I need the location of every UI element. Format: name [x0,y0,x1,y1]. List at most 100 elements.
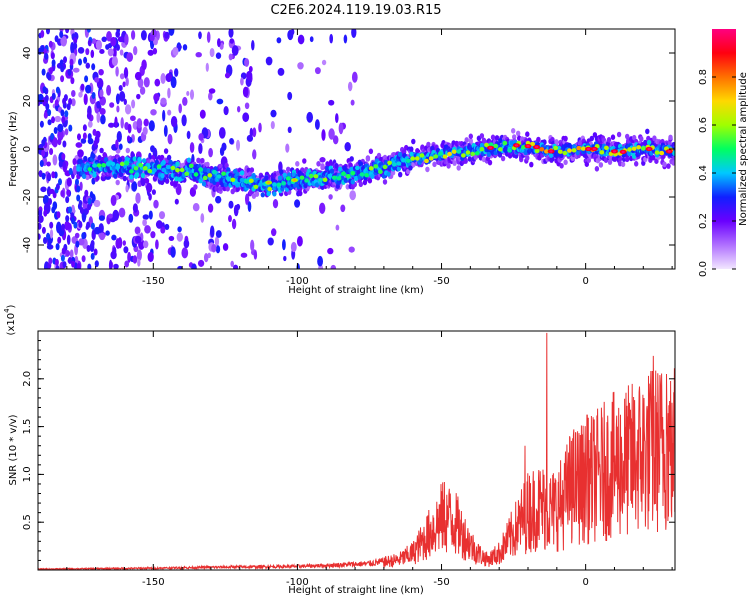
spectrogram-cell-475 [216,98,224,105]
spectrogram-cell-239 [176,232,183,242]
spectrogram-cell-430 [344,141,351,152]
spectrogram-cell-2434 [651,154,656,161]
spectrogram-cell-372 [206,31,211,43]
spectrogram-cell-489 [134,235,142,244]
spectrogram-cell-3659 [659,150,665,156]
snr-y-tick-label-0: 0.5 [22,514,33,530]
spectrogram-cell-453 [228,200,234,209]
spectrogram-cell-2874 [291,172,297,178]
spectrogram-cell-582 [93,248,98,256]
spectrogram-cell-129 [332,135,339,145]
spectrogram-cell-256 [40,186,47,193]
spectrogram-cell-3212 [486,151,491,157]
spectrogram-cell-3592 [350,171,356,176]
spectrogram-cell-208 [158,211,166,220]
spectrogram-cell-3564 [221,171,227,176]
spectrogram-cell-441 [91,38,97,44]
spectrogram-cell-500 [172,46,179,56]
snr-multiplier-exponent: 4 [3,308,11,313]
spectrogram-x-tick-label-3: 0 [582,276,588,287]
snr-x-tick-label-1: -100 [286,577,309,588]
spectrogram-cell-189 [351,71,358,83]
spectrogram-cell-482 [87,120,93,128]
spectrogram-speckle-layer [38,29,675,269]
spectrogram-cell-532 [99,232,106,241]
spectrogram-cell-427 [99,89,104,98]
spectrogram-cell-102 [90,49,95,59]
spectrogram-cell-3655 [640,146,646,151]
spectrogram-cell-2504 [78,159,83,165]
spectrogram-cell-3687 [292,179,297,182]
spectrogram-cell-183 [222,243,229,251]
spectrogram-cell-179 [95,39,103,50]
spectrogram-cell-2509 [81,173,87,179]
spectrogram-cell-385 [141,59,147,71]
spectrogram-cell-269 [348,246,355,253]
spectrogram-cell-519 [163,124,168,137]
spectrogram-cell-666 [80,83,85,91]
spectrogram-cell-643 [47,109,52,117]
spectrogram-cell-1969 [494,135,500,141]
spectrogram-cell-2332 [616,131,622,138]
spectrogram-cell-481 [351,29,357,38]
spectrogram-cell-409 [96,100,101,109]
spectrogram-cell-82 [329,33,334,44]
spectrogram-cell-523 [160,97,167,105]
spectrogram-cell-984 [163,148,169,154]
spectrogram-cell-1256 [254,191,260,197]
spectrogram-cell-3679 [647,147,651,151]
spectrogram-cell-258 [197,259,205,267]
spectrogram-cell-204 [153,199,159,209]
spectrogram-cell-383 [109,102,115,108]
spectrogram-cell-3567 [235,183,240,188]
spectrogram-cell-720 [62,140,67,148]
spectrogram-cell-99 [135,192,141,204]
spectrogram-cell-86 [77,47,85,54]
spectrogram-cell-3636 [553,145,559,151]
spectrogram-cell-419 [116,44,120,51]
spectrogram-cell-518 [327,247,334,255]
spectrogram-cell-550 [148,120,155,132]
spectrogram-cell-2574 [118,171,124,177]
spectrogram-cell-652 [39,160,44,167]
spectrogram-cell-3553 [170,165,176,171]
snr-y-tick-label-2: 1.5 [22,419,33,435]
spectrogram-cell-526 [147,251,154,263]
spectrogram-cell-3560 [202,175,208,181]
spectrogram-cell-439 [111,234,117,241]
spectrogram-cell-353 [149,34,155,42]
spectrogram-cell-2059 [525,131,530,137]
spectrogram-cell-1715 [409,146,414,152]
spectrogram-cell-259 [208,92,213,101]
spectrogram-cell-2547 [103,157,109,163]
spectrogram-cell-3550 [156,164,162,169]
spectrogram-cell-407 [85,62,91,69]
colorbar-tick-label-1: 0.2 [698,213,709,229]
spectrogram-cell-366 [251,40,255,51]
spectrogram-cell-454 [111,56,118,67]
spectrogram-cell-1825 [446,163,451,169]
spectrogram-cell-234 [340,204,346,213]
spectrogram-cell-23 [66,234,71,245]
spectrogram-cell-273 [170,115,178,128]
spectrogram-cell-135 [199,109,206,119]
spectrogram-cell-386 [240,77,244,86]
spectrogram-cell-1147 [218,163,223,170]
spectrogram-cell-89 [328,99,335,106]
spectrogram-cell-3663 [514,144,519,147]
spectrogram-cell-636 [47,242,52,250]
spectrogram-cell-1892 [468,133,473,140]
spectrogram-cell-3231 [498,138,503,144]
spectrogram-cell-378 [244,58,250,67]
spectrogram-cell-278 [119,49,124,56]
spectrogram-cell-2950 [335,183,340,189]
spectrogram-cell-497 [115,66,119,77]
spectrogram-cell-569 [48,40,53,48]
spectrogram-cell-591 [65,29,70,34]
spectrogram-cell-3634 [544,149,549,154]
spectrogram-cell-641 [64,110,69,118]
spectrogram-cell-635 [93,139,98,147]
spectrogram-cell-203 [139,86,146,95]
snr-panel: -150 -100 -50 0 0.5 1.0 1.5 2.0 Height of strai… [3,304,676,596]
colorbar: 0.0 0.2 0.4 0.6 0.8 Normalized spectral ampl… [698,29,749,277]
